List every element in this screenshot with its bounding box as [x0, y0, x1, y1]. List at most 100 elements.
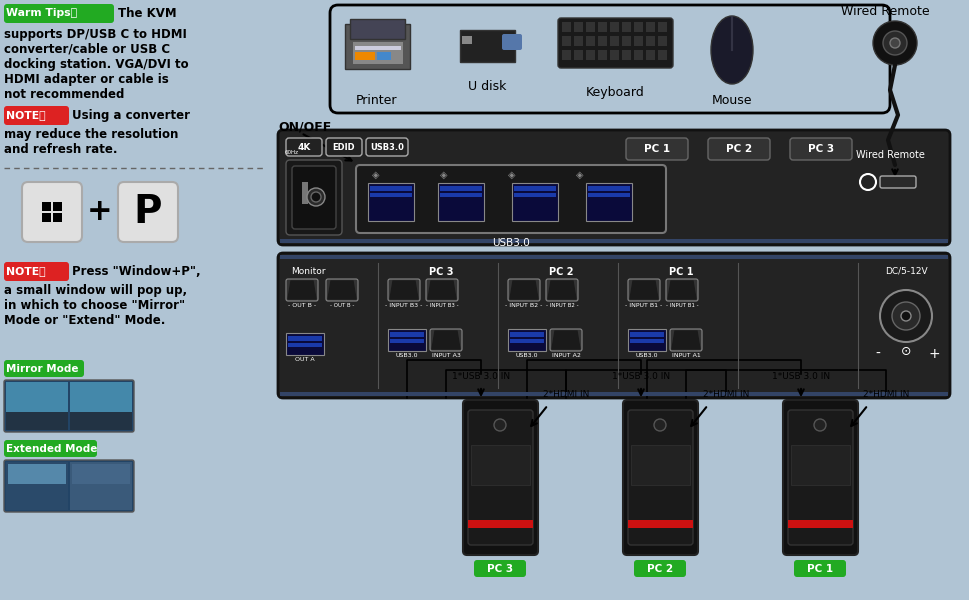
- FancyBboxPatch shape: [326, 279, 358, 301]
- Text: - INPUT B1 -: - INPUT B1 -: [625, 303, 662, 308]
- FancyBboxPatch shape: [462, 400, 538, 555]
- Polygon shape: [427, 281, 455, 299]
- FancyBboxPatch shape: [666, 279, 698, 301]
- Text: 2*HDMI IN: 2*HDMI IN: [543, 390, 588, 399]
- Bar: [369, 193, 412, 197]
- Text: The KVM: The KVM: [118, 7, 176, 20]
- Bar: [561, 36, 571, 46]
- FancyBboxPatch shape: [634, 560, 685, 577]
- Bar: [461, 36, 472, 44]
- Circle shape: [882, 31, 906, 55]
- Text: 1*USB 3.0 IN: 1*USB 3.0 IN: [771, 372, 829, 381]
- Circle shape: [311, 192, 321, 202]
- Bar: [634, 22, 642, 32]
- Bar: [621, 22, 631, 32]
- Circle shape: [306, 188, 325, 206]
- Bar: [280, 239, 947, 243]
- Text: P: P: [134, 193, 162, 231]
- Bar: [587, 186, 629, 191]
- Bar: [514, 193, 555, 197]
- Circle shape: [813, 419, 826, 431]
- Bar: [345, 24, 410, 69]
- Bar: [440, 193, 482, 197]
- Bar: [377, 52, 391, 60]
- FancyBboxPatch shape: [794, 560, 845, 577]
- Text: supports DP/USB C to HDMI: supports DP/USB C to HDMI: [4, 28, 187, 41]
- FancyBboxPatch shape: [627, 279, 659, 301]
- Bar: [585, 50, 594, 60]
- FancyBboxPatch shape: [467, 410, 532, 545]
- Bar: [53, 213, 62, 222]
- Text: U disk: U disk: [467, 80, 506, 93]
- Bar: [367, 183, 414, 221]
- Bar: [42, 213, 51, 222]
- Text: Monitor: Monitor: [291, 267, 325, 276]
- Bar: [629, 332, 664, 337]
- Bar: [350, 19, 405, 39]
- Bar: [585, 183, 632, 221]
- Bar: [459, 30, 515, 62]
- Text: 2*HDMI IN: 2*HDMI IN: [861, 390, 908, 399]
- Text: INPUT A2: INPUT A2: [551, 353, 579, 358]
- Bar: [574, 50, 582, 60]
- FancyBboxPatch shape: [4, 360, 84, 377]
- Text: docking station. VGA/DVI to: docking station. VGA/DVI to: [4, 58, 188, 71]
- Bar: [587, 193, 629, 197]
- Bar: [629, 339, 664, 343]
- Bar: [70, 412, 132, 430]
- FancyBboxPatch shape: [356, 165, 666, 233]
- Bar: [787, 520, 852, 528]
- Bar: [301, 182, 308, 204]
- Text: a small window will pop up,: a small window will pop up,: [4, 284, 187, 297]
- Circle shape: [891, 302, 919, 330]
- FancyBboxPatch shape: [787, 410, 852, 545]
- Text: 60Hz: 60Hz: [285, 149, 298, 154]
- Text: 1*USB 3.0 IN: 1*USB 3.0 IN: [611, 372, 670, 381]
- Text: - OUT B -: - OUT B -: [288, 303, 316, 308]
- FancyBboxPatch shape: [546, 279, 578, 301]
- Polygon shape: [672, 331, 700, 349]
- FancyBboxPatch shape: [4, 106, 69, 125]
- FancyBboxPatch shape: [549, 329, 581, 351]
- Text: converter/cable or USB C: converter/cable or USB C: [4, 43, 170, 56]
- Text: Printer: Printer: [356, 94, 397, 107]
- FancyBboxPatch shape: [292, 166, 335, 229]
- Text: - INPUT B2 -: - INPUT B2 -: [546, 303, 578, 308]
- Bar: [288, 336, 322, 341]
- Polygon shape: [390, 281, 418, 299]
- FancyBboxPatch shape: [670, 329, 702, 351]
- Text: - INPUT B3 -: - INPUT B3 -: [385, 303, 422, 308]
- Text: Wired Remote: Wired Remote: [855, 150, 923, 160]
- Bar: [645, 36, 654, 46]
- Bar: [8, 464, 66, 484]
- Text: PC 2: PC 2: [725, 144, 751, 154]
- Text: - INPUT B3 -: - INPUT B3 -: [425, 303, 457, 308]
- Bar: [657, 50, 667, 60]
- Text: PC 2: PC 2: [548, 267, 573, 277]
- Bar: [514, 186, 555, 191]
- Bar: [280, 392, 947, 396]
- Text: PC 3: PC 3: [428, 267, 453, 277]
- Bar: [70, 382, 132, 430]
- Text: Mouse: Mouse: [711, 94, 752, 107]
- Bar: [70, 382, 132, 412]
- Bar: [597, 36, 607, 46]
- FancyBboxPatch shape: [286, 138, 322, 156]
- Bar: [645, 22, 654, 32]
- Text: PC 1: PC 1: [643, 144, 670, 154]
- Bar: [510, 339, 544, 343]
- Text: - INPUT B2 -: - INPUT B2 -: [505, 303, 542, 308]
- Text: +: +: [87, 197, 112, 226]
- FancyBboxPatch shape: [286, 279, 318, 301]
- Text: PC 2: PC 2: [646, 563, 672, 574]
- Bar: [355, 46, 400, 50]
- Text: ◈: ◈: [372, 170, 379, 180]
- Text: ◈: ◈: [440, 170, 448, 180]
- Text: PC 1: PC 1: [806, 563, 832, 574]
- FancyBboxPatch shape: [278, 253, 949, 398]
- Bar: [438, 183, 484, 221]
- Bar: [631, 445, 689, 485]
- Text: may reduce the resolution: may reduce the resolution: [4, 128, 178, 141]
- Text: INPUT A1: INPUT A1: [671, 353, 700, 358]
- Polygon shape: [547, 281, 576, 299]
